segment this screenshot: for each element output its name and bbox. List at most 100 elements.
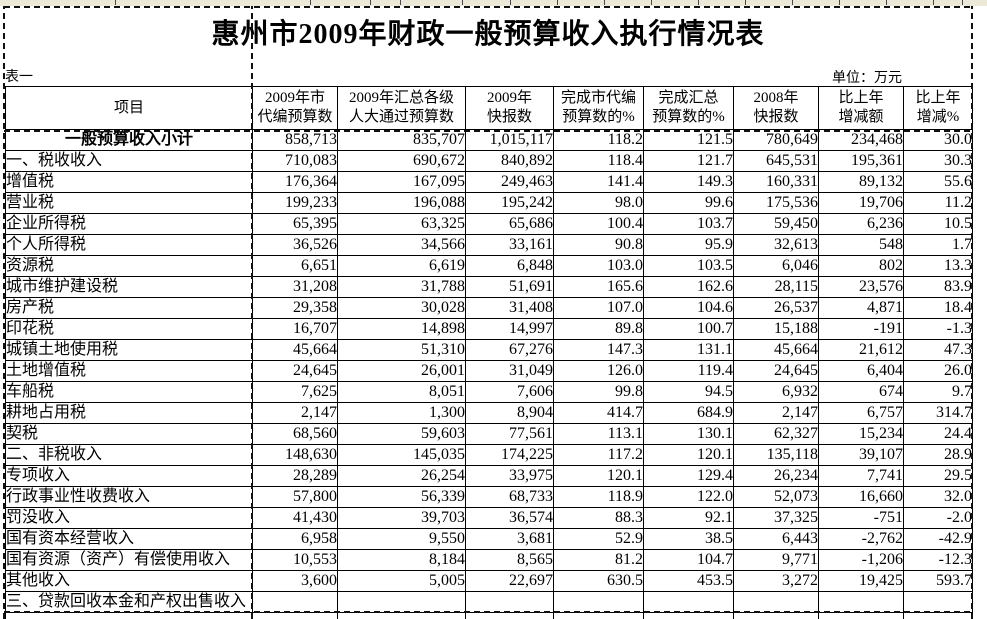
column-header[interactable]: 比上年 增减% bbox=[903, 86, 973, 130]
value-cell[interactable]: 9,771 bbox=[733, 549, 819, 571]
item-cell[interactable]: 一、税收收入 bbox=[5, 150, 253, 172]
value-cell[interactable]: 593.7 bbox=[903, 570, 973, 592]
value-cell[interactable] bbox=[643, 591, 734, 613]
value-cell[interactable]: 234,468 bbox=[818, 129, 904, 151]
value-cell[interactable]: 89,132 bbox=[818, 171, 904, 193]
value-cell[interactable]: -12.3 bbox=[903, 549, 973, 571]
value-cell[interactable]: 26,001 bbox=[337, 360, 466, 382]
value-cell[interactable]: 199,233 bbox=[252, 192, 338, 214]
value-cell[interactable]: 122.0 bbox=[643, 486, 734, 508]
value-cell[interactable]: 8,051 bbox=[337, 381, 466, 403]
item-cell[interactable]: 资源税 bbox=[5, 255, 253, 277]
value-cell[interactable]: 3,272 bbox=[733, 570, 819, 592]
value-cell[interactable]: 81.2 bbox=[553, 549, 644, 571]
value-cell[interactable]: 32.0 bbox=[903, 486, 973, 508]
value-cell[interactable]: 57,800 bbox=[252, 486, 338, 508]
value-cell[interactable]: 119.4 bbox=[643, 360, 734, 382]
item-cell[interactable]: 行政事业性收费收入 bbox=[5, 486, 253, 508]
value-cell[interactable]: 24,645 bbox=[733, 360, 819, 382]
value-cell[interactable]: 118.9 bbox=[553, 486, 644, 508]
value-cell[interactable]: 147.3 bbox=[553, 339, 644, 361]
column-header[interactable]: 2009年 快报数 bbox=[465, 86, 554, 130]
value-cell[interactable]: 88.3 bbox=[553, 507, 644, 529]
value-cell[interactable]: 6,651 bbox=[252, 255, 338, 277]
value-cell[interactable]: 314.7 bbox=[903, 402, 973, 424]
value-cell[interactable]: 33,161 bbox=[465, 234, 554, 256]
item-cell[interactable]: 其他收入 bbox=[5, 570, 253, 592]
value-cell[interactable]: 6,958 bbox=[252, 528, 338, 550]
value-cell[interactable]: 28,289 bbox=[252, 465, 338, 487]
value-cell[interactable]: 8,904 bbox=[465, 402, 554, 424]
value-cell[interactable]: 67,276 bbox=[465, 339, 554, 361]
value-cell[interactable]: 56,339 bbox=[337, 486, 466, 508]
value-cell[interactable]: 118.4 bbox=[553, 150, 644, 172]
value-cell[interactable]: -1,206 bbox=[818, 549, 904, 571]
value-cell[interactable]: -42.9 bbox=[903, 528, 973, 550]
value-cell[interactable]: -751 bbox=[818, 507, 904, 529]
value-cell[interactable]: 674 bbox=[818, 381, 904, 403]
value-cell[interactable]: 780,649 bbox=[733, 129, 819, 151]
value-cell[interactable]: 26,254 bbox=[337, 465, 466, 487]
value-cell[interactable]: 51,691 bbox=[465, 276, 554, 298]
value-cell[interactable]: 26,234 bbox=[733, 465, 819, 487]
value-cell[interactable]: 8,565 bbox=[465, 549, 554, 571]
value-cell[interactable]: 59,450 bbox=[733, 213, 819, 235]
value-cell[interactable]: 6,757 bbox=[818, 402, 904, 424]
value-cell[interactable] bbox=[553, 591, 644, 613]
item-cell[interactable]: 罚没收入 bbox=[5, 507, 253, 529]
value-cell[interactable]: 16,707 bbox=[252, 318, 338, 340]
value-cell[interactable]: 31,408 bbox=[465, 297, 554, 319]
value-cell[interactable]: 39,107 bbox=[818, 444, 904, 466]
item-cell[interactable]: 专项收入 bbox=[5, 465, 253, 487]
table-number-label[interactable]: 表一 bbox=[5, 70, 33, 85]
value-cell[interactable]: 39,703 bbox=[337, 507, 466, 529]
value-cell[interactable]: 65,686 bbox=[465, 213, 554, 235]
value-cell[interactable]: 6,619 bbox=[337, 255, 466, 277]
value-cell[interactable]: 31,049 bbox=[465, 360, 554, 382]
value-cell[interactable]: 45,664 bbox=[252, 339, 338, 361]
value-cell[interactable]: 3,600 bbox=[252, 570, 338, 592]
value-cell[interactable]: 95.9 bbox=[643, 234, 734, 256]
item-cell[interactable]: 二、非税收入 bbox=[5, 444, 253, 466]
value-cell[interactable]: 103.0 bbox=[553, 255, 644, 277]
value-cell[interactable]: 28.9 bbox=[903, 444, 973, 466]
value-cell[interactable]: 34,566 bbox=[337, 234, 466, 256]
column-header[interactable]: 项目 bbox=[5, 86, 253, 130]
value-cell[interactable]: 160,331 bbox=[733, 171, 819, 193]
value-cell[interactable]: 8,184 bbox=[337, 549, 466, 571]
value-cell[interactable]: 59,603 bbox=[337, 423, 466, 445]
value-cell[interactable]: 104.6 bbox=[643, 297, 734, 319]
value-cell[interactable]: 7,625 bbox=[252, 381, 338, 403]
value-cell[interactable]: 6,236 bbox=[818, 213, 904, 235]
value-cell[interactable]: 135,118 bbox=[733, 444, 819, 466]
value-cell[interactable]: 30.0 bbox=[903, 129, 973, 151]
item-cell[interactable]: 国有资本经营收入 bbox=[5, 528, 253, 550]
value-cell[interactable]: 18.4 bbox=[903, 297, 973, 319]
value-cell[interactable]: 165.6 bbox=[553, 276, 644, 298]
value-cell[interactable]: 148,630 bbox=[252, 444, 338, 466]
item-cell[interactable]: 印花税 bbox=[5, 318, 253, 340]
item-cell[interactable]: 一般预算收入小计 bbox=[5, 129, 253, 151]
value-cell[interactable]: 858,713 bbox=[252, 129, 338, 151]
value-cell[interactable]: -2.0 bbox=[903, 507, 973, 529]
value-cell[interactable]: 121.7 bbox=[643, 150, 734, 172]
value-cell[interactable]: 36,526 bbox=[252, 234, 338, 256]
value-cell[interactable]: 2,147 bbox=[252, 402, 338, 424]
value-cell[interactable]: 684.9 bbox=[643, 402, 734, 424]
value-cell[interactable]: 104.7 bbox=[643, 549, 734, 571]
column-header[interactable]: 2009年市 代编预算数 bbox=[252, 86, 338, 130]
value-cell[interactable]: 14,898 bbox=[337, 318, 466, 340]
item-cell[interactable]: 企业所得税 bbox=[5, 213, 253, 235]
value-cell[interactable]: 94.5 bbox=[643, 381, 734, 403]
value-cell[interactable]: -1.3 bbox=[903, 318, 973, 340]
column-header[interactable]: 完成汇总 预算数的% bbox=[643, 86, 734, 130]
value-cell[interactable]: 36,574 bbox=[465, 507, 554, 529]
value-cell[interactable]: 31,208 bbox=[252, 276, 338, 298]
value-cell[interactable]: 414.7 bbox=[553, 402, 644, 424]
value-cell[interactable]: 23,576 bbox=[818, 276, 904, 298]
value-cell[interactable]: 1,300 bbox=[337, 402, 466, 424]
value-cell[interactable]: 14,997 bbox=[465, 318, 554, 340]
value-cell[interactable]: 6,404 bbox=[818, 360, 904, 382]
value-cell[interactable]: 840,892 bbox=[465, 150, 554, 172]
value-cell[interactable]: 835,707 bbox=[337, 129, 466, 151]
